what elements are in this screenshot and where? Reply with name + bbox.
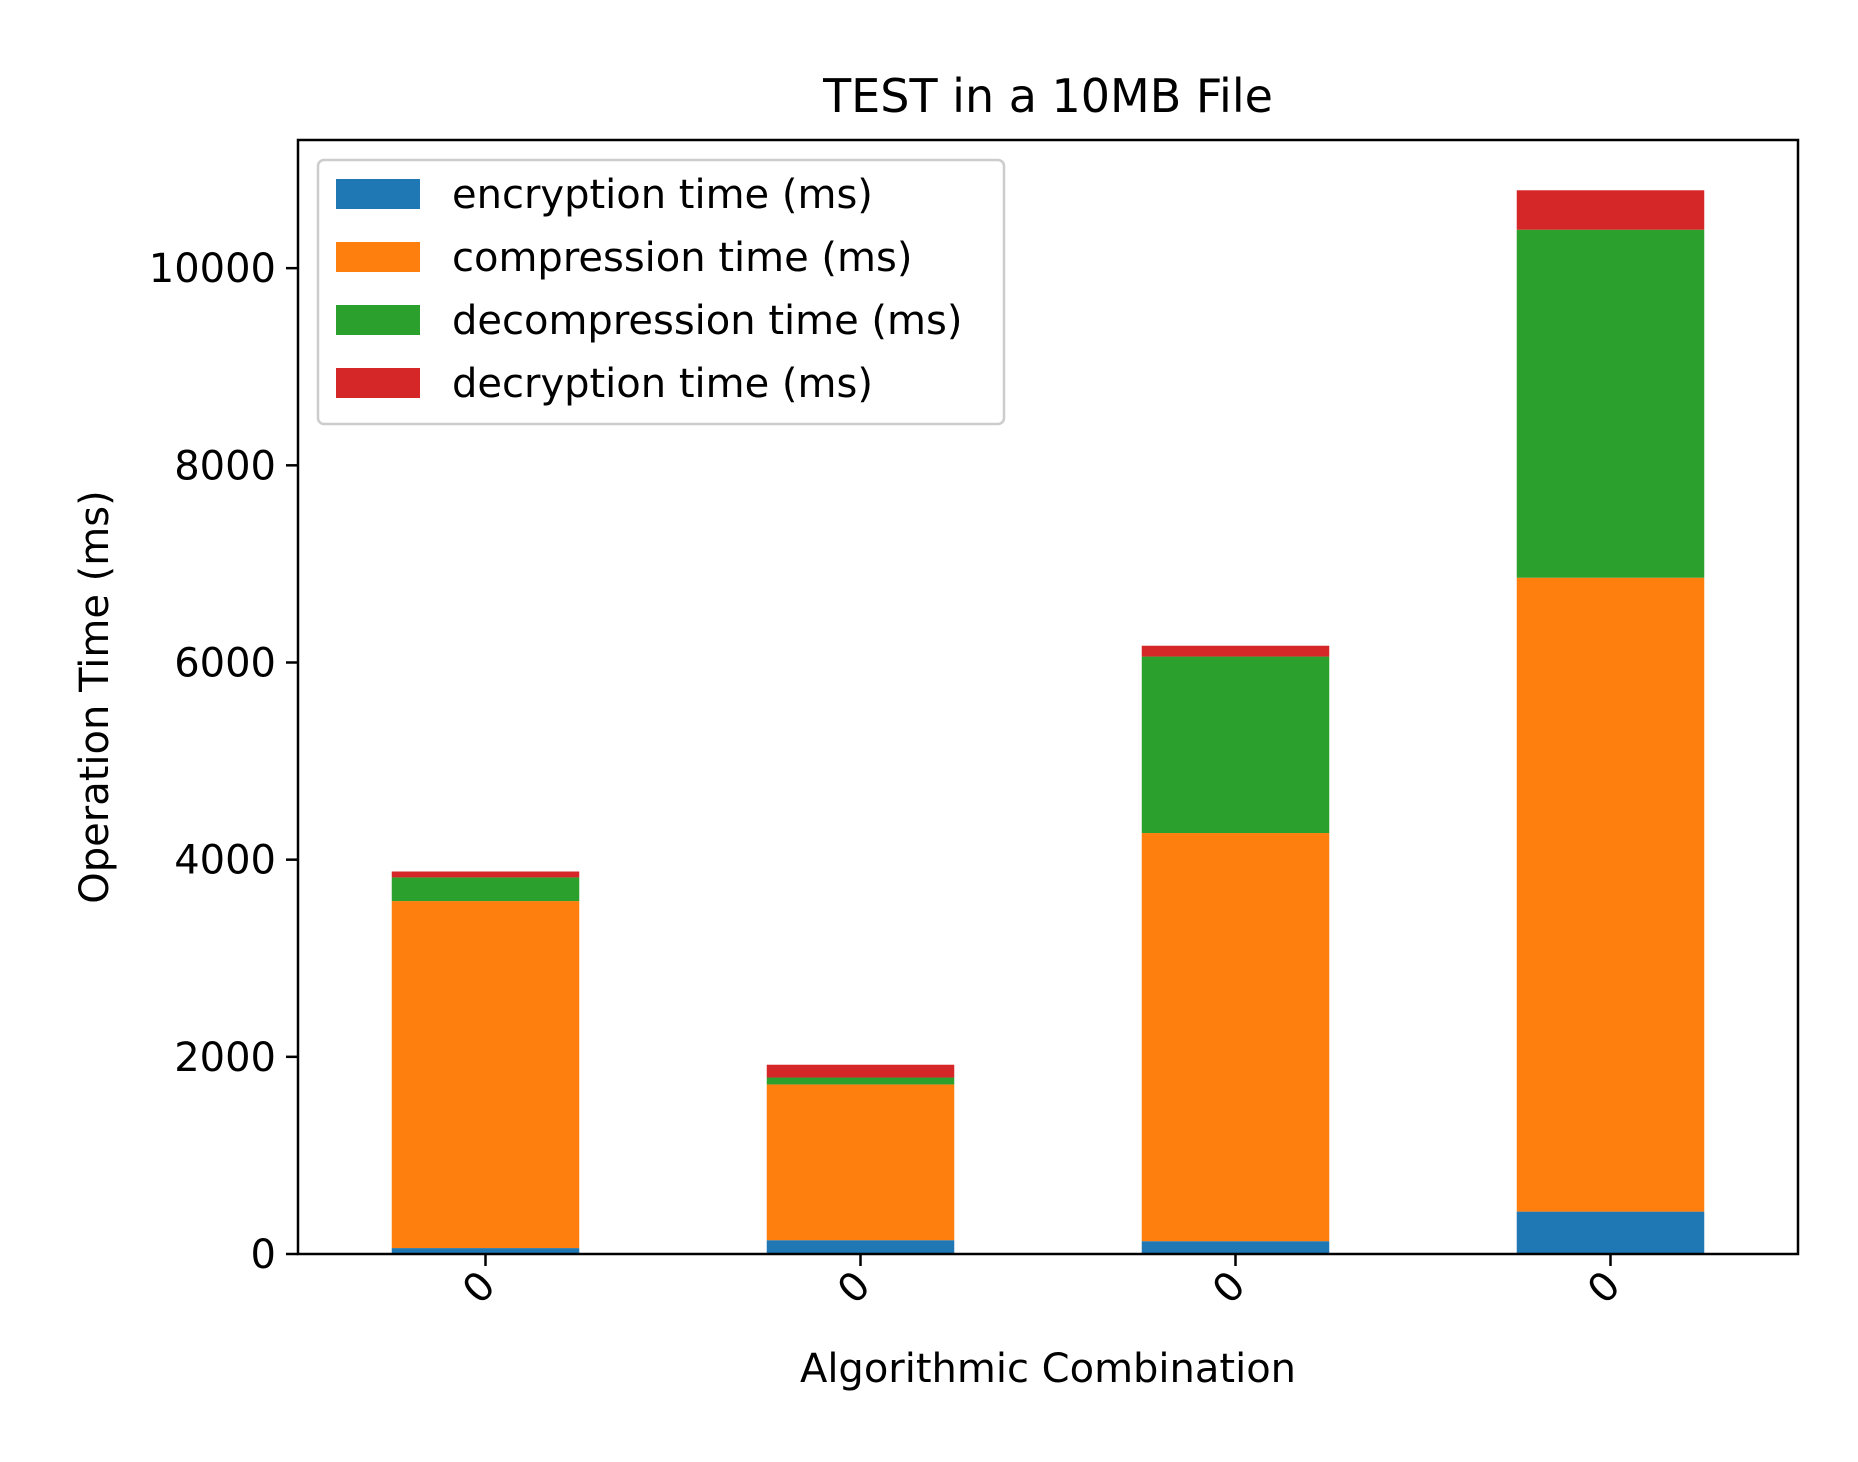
y-tick-label: 6000 (174, 640, 276, 686)
x-tick-label: 0 (1204, 1263, 1255, 1314)
bar-segment-1-0 (391, 901, 580, 1249)
bar-segment-1-3 (1516, 577, 1705, 1212)
legend-box (316, 158, 1006, 426)
y-axis: 0 2000 4000 6000 8000 10000 (149, 246, 298, 1278)
y-axis-label: Operation Time (ms) (72, 490, 118, 903)
legend-label: decompression time (ms) (452, 298, 962, 344)
chart-title: TEST in a 10MB File (822, 69, 1273, 123)
bar-segment-3-0 (391, 871, 580, 878)
legend-swatch (336, 179, 420, 209)
legend: encryption time (ms) compression time (ms… (316, 158, 1006, 426)
bar-segment-0-2 (1141, 1241, 1330, 1254)
x-axis: 0 0 0 0 (454, 1254, 1630, 1313)
bar-segment-2-3 (1516, 229, 1705, 578)
bar-segment-2-1 (766, 1077, 955, 1085)
y-tick-label: 0 (251, 1232, 276, 1278)
y-tick-label: 8000 (174, 443, 276, 489)
y-tick-label: 2000 (174, 1035, 276, 1081)
bar-segment-3-3 (1516, 190, 1705, 230)
legend-label: compression time (ms) (452, 235, 912, 281)
bar-segment-0-0 (391, 1248, 580, 1254)
legend-label: decryption time (ms) (452, 361, 873, 407)
bar-segment-3-1 (766, 1064, 955, 1078)
legend-label: encryption time (ms) (452, 172, 873, 218)
x-tick-label: 0 (829, 1263, 880, 1314)
bar-segment-0-1 (766, 1240, 955, 1254)
legend-swatch (336, 305, 420, 335)
x-tick-label: 0 (1579, 1263, 1630, 1314)
bar-segment-3-2 (1141, 645, 1330, 657)
x-tick-label: 0 (454, 1263, 505, 1314)
bars-group (391, 190, 1705, 1254)
y-tick-label: 10000 (149, 246, 276, 292)
bar-segment-1-2 (1141, 833, 1330, 1242)
bar-segment-0-3 (1516, 1211, 1705, 1254)
legend-swatch (336, 368, 420, 398)
y-tick-label: 4000 (174, 838, 276, 884)
bar-segment-2-0 (391, 877, 580, 902)
bar-segment-1-1 (766, 1084, 955, 1241)
legend-swatch (336, 242, 420, 272)
bar-segment-2-2 (1141, 656, 1330, 834)
x-axis-label: Algorithmic Combination (800, 1346, 1296, 1392)
plot-frame (296, 138, 1800, 1256)
